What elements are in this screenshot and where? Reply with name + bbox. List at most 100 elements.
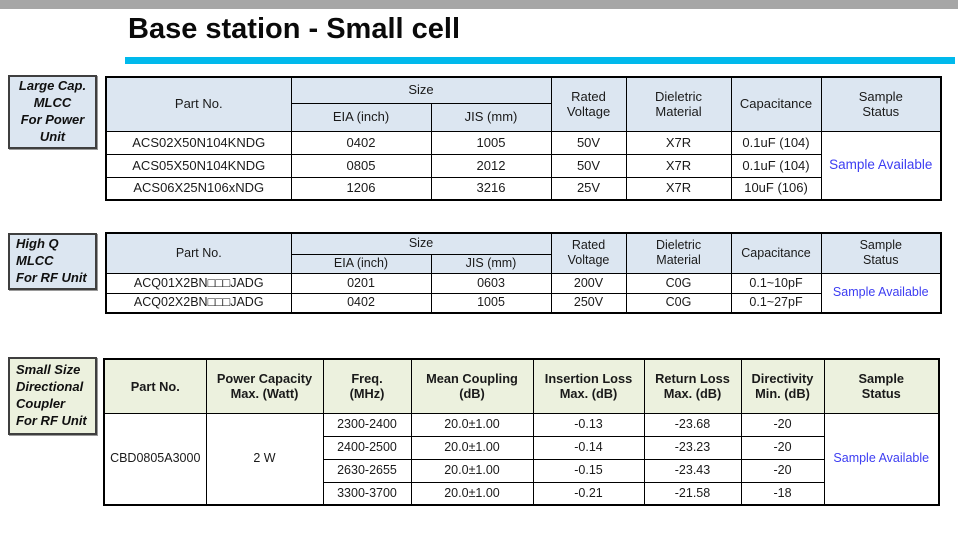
- page-title: Base station - Small cell: [128, 13, 461, 45]
- cell-eia: 0201: [290, 272, 432, 294]
- header-sample-status: Sample Status: [820, 76, 942, 132]
- table-row: ACQ01X2BN□□□JADG 0201 0603 200V C0G 0.1~…: [105, 272, 942, 314]
- cell-freq: 3300-3700: [322, 481, 412, 506]
- cell-part-no: ACS05X50N104KNDG: [105, 153, 292, 178]
- cell-directivity: -20: [740, 458, 825, 483]
- cell-mean-coupling: 20.0±1.00: [410, 481, 534, 506]
- table-row: ACS05X50N104KNDG 0805 2012 50V X7R 0.1uF…: [105, 153, 941, 178]
- table-row: ACS06X25N106xNDG 1206 3216 25V X7R 10uF …: [105, 176, 941, 201]
- cell-insertion-loss: -0.15: [532, 458, 645, 483]
- cell-eia: 0402: [290, 130, 432, 155]
- header-part-no: Part No.: [103, 358, 207, 414]
- cell-mean-coupling: 20.0±1.00: [410, 412, 534, 437]
- header-return-loss: Return Loss Max. (dB): [643, 358, 742, 414]
- cell-return-loss: -21.58: [643, 481, 742, 506]
- header-capacitance: Capacitance: [730, 232, 822, 274]
- cell-power-capacity: 2 W: [205, 412, 324, 506]
- side-label-line: MLCC: [16, 253, 54, 269]
- table-row: 2630-2655 20.0±1.00 -0.15 -23.43 -20: [104, 458, 939, 483]
- header-size: Size: [290, 76, 552, 104]
- side-label-line: Coupler: [16, 396, 66, 411]
- cell-directivity: -20: [740, 435, 825, 460]
- header-eia: EIA (inch): [290, 102, 432, 132]
- cell-directivity: -18: [740, 481, 825, 506]
- table-row: CBD0805A3000 2 W 2300-2400 20.0±1.00 -0.…: [103, 412, 940, 506]
- table-header-row: Part No. Size Rated Voltage Dieletric Ma…: [105, 76, 942, 132]
- header-directivity: Directivity Min. (dB): [740, 358, 825, 414]
- side-label-line: High Q: [16, 236, 59, 252]
- header-eia: EIA (inch): [290, 253, 432, 274]
- side-label-line: Large Cap.: [18, 78, 87, 94]
- side-label-coupler: Small Size Directional Coupler For RF Un…: [8, 357, 97, 435]
- cell-part-no: ACQ01X2BN□□□JADG: [105, 272, 292, 294]
- cell-eia: 1206: [290, 176, 432, 201]
- header-size: Size: [290, 232, 552, 255]
- header-rated-voltage: Rated Voltage: [550, 76, 627, 132]
- table-header-row: Part No. Power Capacity Max. (Watt) Freq…: [103, 358, 940, 414]
- header-capacitance: Capacitance: [730, 76, 822, 132]
- side-label-line: For RF Unit: [16, 412, 87, 428]
- header-mean-coupling: Mean Coupling (dB): [410, 358, 534, 414]
- side-label-line: Small Size: [16, 362, 81, 378]
- sample-available-link[interactable]: Sample Available: [820, 272, 942, 314]
- cell-capacitance: 0.1uF (104): [730, 130, 822, 155]
- cell-jis: 1005: [430, 130, 552, 155]
- top-gray-bar: [0, 0, 958, 9]
- side-label-mlcc-rf: High Q MLCC For RF Unit: [8, 233, 97, 290]
- table-row: ACQ02X2BN□□□JADG 0402 1005 250V C0G 0.1~…: [105, 292, 941, 314]
- cell-return-loss: -23.43: [643, 458, 742, 483]
- header-dielectric: Dieletric Material: [625, 232, 732, 274]
- header-rated-voltage: Rated Voltage: [550, 232, 627, 274]
- cell-insertion-loss: -0.14: [532, 435, 645, 460]
- cell-return-loss: -23.23: [643, 435, 742, 460]
- cell-eia: 0805: [290, 153, 432, 178]
- cell-dielectric: C0G: [625, 292, 732, 314]
- side-label-mlcc-power: Large Cap. MLCC For Power Unit: [8, 75, 97, 149]
- cell-dielectric: C0G: [625, 272, 732, 294]
- header-sample-status: Sample Status: [820, 232, 942, 274]
- table-mlcc-rf: Part No. Size Rated Voltage Dieletric Ma…: [105, 232, 943, 314]
- sample-available-link[interactable]: Sample Available: [820, 130, 942, 201]
- cell-dielectric: X7R: [625, 153, 732, 178]
- header-insertion-loss: Insertion Loss Max. (dB): [532, 358, 645, 414]
- cell-directivity: -20: [740, 412, 825, 437]
- cell-insertion-loss: -0.21: [532, 481, 645, 506]
- cell-capacitance: 0.1uF (104): [730, 153, 822, 178]
- cell-rated-voltage: 250V: [550, 292, 627, 314]
- cell-jis: 2012: [430, 153, 552, 178]
- side-label-line: Directional: [16, 379, 84, 395]
- table-coupler: Part No. Power Capacity Max. (Watt) Freq…: [103, 358, 940, 506]
- cell-rated-voltage: 50V: [550, 130, 627, 155]
- cell-dielectric: X7R: [625, 130, 732, 155]
- table-subheader-row: EIA (inch) JIS (mm): [106, 102, 941, 132]
- cell-freq: 2630-2655: [322, 458, 412, 483]
- table-row: 3300-3700 20.0±1.00 -0.21 -21.58 -18: [104, 481, 939, 506]
- sample-available-link[interactable]: Sample Available: [823, 412, 940, 506]
- side-label-line: For RF Unit: [16, 269, 87, 285]
- header-dielectric: Dieletric Material: [625, 76, 732, 132]
- cell-mean-coupling: 20.0±1.00: [410, 435, 534, 460]
- cell-part-no: ACS02X50N104KNDG: [105, 130, 292, 155]
- cell-return-loss: -23.68: [643, 412, 742, 437]
- header-sample-status: Sample Status: [823, 358, 940, 414]
- header-part-no: Part No.: [105, 76, 292, 132]
- cell-capacitance: 10uF (106): [730, 176, 822, 201]
- cell-jis: 1005: [430, 292, 552, 314]
- table-row: ACS02X50N104KNDG 0402 1005 50V X7R 0.1uF…: [105, 130, 942, 201]
- cell-insertion-loss: -0.13: [532, 412, 645, 437]
- cell-rated-voltage: 200V: [550, 272, 627, 294]
- table-row: 2400-2500 20.0±1.00 -0.14 -23.23 -20: [104, 435, 939, 460]
- cell-mean-coupling: 20.0±1.00: [410, 458, 534, 483]
- header-jis: JIS (mm): [430, 102, 552, 132]
- header-power-capacity: Power Capacity Max. (Watt): [205, 358, 324, 414]
- cell-freq: 2400-2500: [322, 435, 412, 460]
- cell-rated-voltage: 50V: [550, 153, 627, 178]
- table-subheader-row: EIA (inch) JIS (mm): [106, 253, 941, 274]
- table-header-row: Part No. Size Rated Voltage Dieletric Ma…: [105, 232, 942, 274]
- cell-rated-voltage: 25V: [550, 176, 627, 201]
- header-freq: Freq. (MHz): [322, 358, 412, 414]
- cell-part-no: ACS06X25N106xNDG: [105, 176, 292, 201]
- table-mlcc-power: Part No. Size Rated Voltage Dieletric Ma…: [105, 76, 943, 201]
- cell-freq: 2300-2400: [322, 412, 412, 437]
